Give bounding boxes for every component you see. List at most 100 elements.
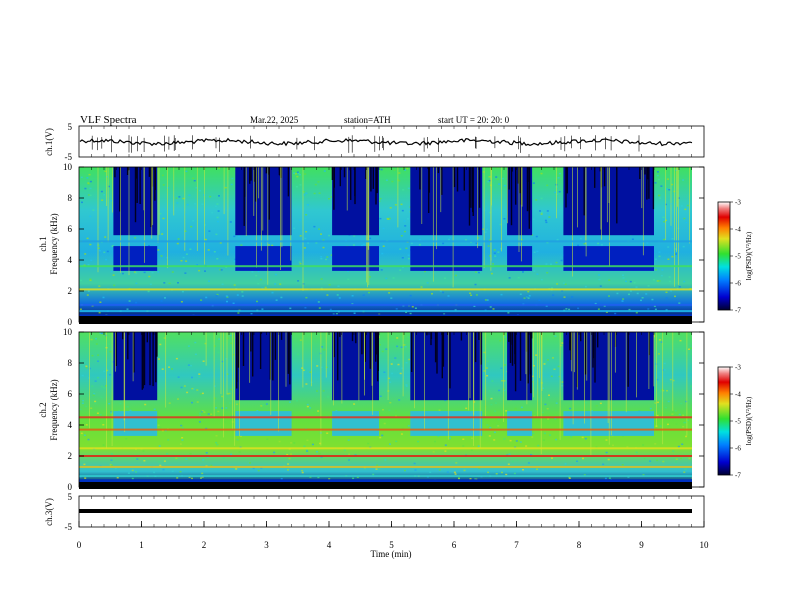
spectrogram-pixel <box>220 269 223 271</box>
spectrogram-pixel <box>684 468 687 471</box>
spectrogram-pixel <box>85 405 88 408</box>
spectrogram-pixel <box>84 187 87 190</box>
spectrogram-pixel <box>444 444 447 446</box>
spectrogram-pixel <box>215 441 218 444</box>
ch1-colorbar-label: log(PSD)(V²/Hz) <box>745 231 753 280</box>
spectrogram-pixel <box>224 186 227 189</box>
spectrogram-pixel <box>353 403 356 405</box>
spectrogram-pixel <box>670 381 673 383</box>
spectrogram-pixel <box>90 407 93 409</box>
spectrogram-pixel <box>540 345 543 347</box>
spectrogram-pixel <box>399 248 402 250</box>
spectrogram-pixel <box>687 419 690 422</box>
spectrogram-pixel <box>315 242 318 244</box>
spectrogram-pixel <box>380 168 383 171</box>
spectrogram-pixel <box>448 238 450 241</box>
spectrogram-pixel <box>230 183 233 186</box>
spectrogram-pixel <box>201 203 204 205</box>
spectrogram-pixel <box>622 277 625 279</box>
spectrogram-pixel <box>633 281 636 284</box>
spectrogram-pixel <box>680 457 682 460</box>
spectrogram-pixel <box>163 337 166 339</box>
spectrogram-pixel <box>488 435 491 437</box>
spectrogram-pixel <box>682 245 685 248</box>
spectrogram-pixel <box>591 410 594 412</box>
spectrogram-pixel <box>313 192 316 195</box>
spectrogram-pixel <box>473 305 476 307</box>
spectrogram-pixel <box>81 374 84 377</box>
spectrogram-pixel <box>544 219 547 222</box>
spectrogram-pixel <box>383 371 386 373</box>
spectrogram-pixel <box>400 203 403 206</box>
spectrogram-pixel <box>635 311 638 314</box>
spectrogram-pixel <box>306 405 309 408</box>
spectrogram-pixel <box>404 230 406 233</box>
spectrogram-pixel <box>383 422 386 425</box>
spectrogram-pixel <box>658 400 661 402</box>
spectrogram-pixel <box>271 244 274 247</box>
spectrogram-pixel <box>180 301 183 303</box>
spectrogram-pixel <box>151 271 154 274</box>
quiet-band-mid <box>235 411 292 436</box>
spectrogram-pixel <box>675 423 678 425</box>
spectrogram-pixel <box>85 424 88 426</box>
spectrogram-pixel <box>645 293 648 295</box>
spectrogram-pixel <box>306 403 309 406</box>
spectrogram-pixel <box>654 258 657 260</box>
spectrogram-pixel <box>198 421 201 423</box>
spectrogram-pixel <box>666 188 668 190</box>
quiet-band-high <box>235 332 292 401</box>
spectrogram-pixel <box>299 339 302 341</box>
spectrogram-pixel <box>663 238 665 241</box>
spectrogram-pixel <box>177 238 180 240</box>
spectrogram-pixel <box>187 345 190 347</box>
colorbar-tick-label: -3 <box>735 199 741 207</box>
spectrogram-pixel <box>389 443 391 445</box>
spectrogram-pixel <box>147 290 150 293</box>
spectrogram-pixel <box>399 269 402 271</box>
spectrogram-pixel <box>91 354 94 357</box>
spectrogram-pixel <box>88 367 91 370</box>
spectrogram-pixel <box>540 213 543 215</box>
spectrogram-pixel <box>684 208 687 211</box>
spectrogram-pixel <box>682 179 685 181</box>
spectrogram-pixel <box>231 421 234 423</box>
spectrogram-pixel <box>157 358 160 360</box>
spectrogram-pixel <box>519 441 522 443</box>
spectrogram-pixel <box>133 271 136 273</box>
spectrogram-pixel <box>463 469 466 472</box>
spectrogram-pixel <box>238 451 241 453</box>
spectrogram-pixel <box>497 425 500 427</box>
spectrogram-pixel <box>522 469 524 471</box>
spectrogram-pixel <box>493 252 496 254</box>
spectrogram-pixel <box>556 238 559 241</box>
spectrogram-pixel <box>131 477 134 480</box>
spectrogram-pixel <box>260 405 263 407</box>
spectrogram-pixel <box>297 172 300 175</box>
spectrogram-pixel <box>108 402 111 405</box>
spectrogram-pixel <box>455 462 458 464</box>
spectrogram-pixel <box>431 293 433 295</box>
spectrogram-pixel <box>168 366 171 368</box>
spectrogram-pixel <box>233 353 235 356</box>
spectrogram-pixel <box>224 421 227 423</box>
colorbar-tick-label: -5 <box>735 418 741 426</box>
spectrogram-pixel <box>407 218 409 220</box>
spectrogram-pixel <box>182 197 185 200</box>
spectrogram-pixel <box>192 388 195 390</box>
spectrogram-pixel <box>553 368 556 370</box>
spectrogram-pixel <box>236 438 239 441</box>
spectrogram-pixel <box>500 293 503 296</box>
spectrogram-pixel <box>381 434 384 437</box>
spectrogram-pixel <box>114 467 117 469</box>
spectrogram-pixel <box>608 279 611 281</box>
spectrogram-pixel <box>666 178 669 180</box>
spectrogram-pixel <box>297 280 300 282</box>
spectrogram-pixel <box>538 299 541 301</box>
spectrogram-pixel <box>293 172 296 174</box>
spectrogram-pixel <box>225 295 228 297</box>
spectrogram-pixel <box>657 178 660 181</box>
spectrogram-pixel <box>616 292 619 295</box>
spectrogram-pixel <box>210 413 213 415</box>
spectrogram-pixel <box>685 221 688 224</box>
